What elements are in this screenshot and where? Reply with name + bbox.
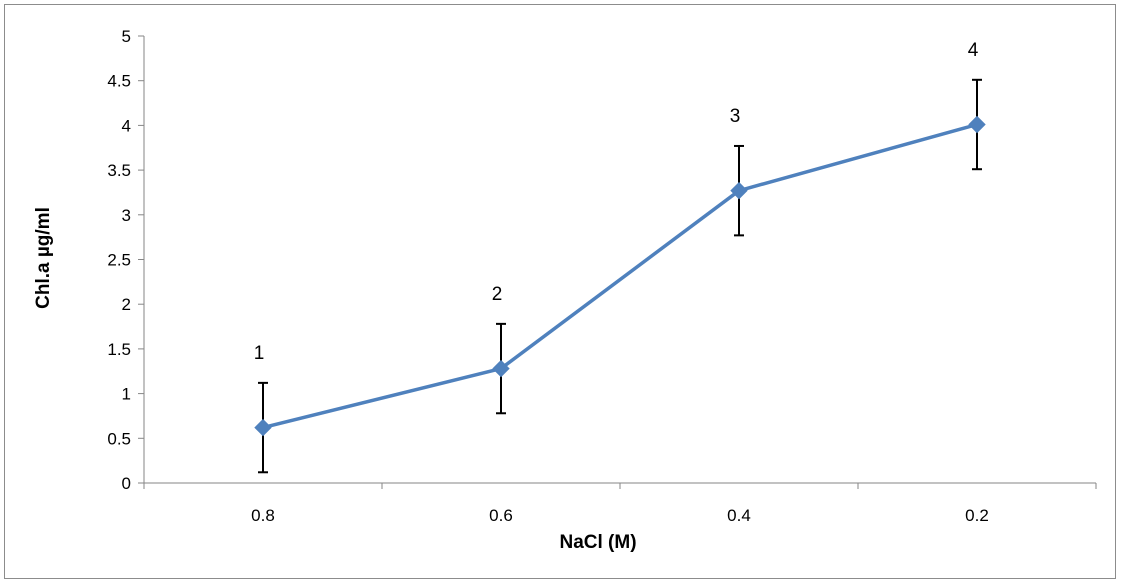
y-tick-label: 3	[122, 206, 131, 225]
data-labels: 1 2 3 4	[254, 40, 979, 364]
y-tick-label: 1.5	[107, 340, 131, 359]
x-tick-label: 0.4	[727, 506, 751, 525]
y-tick-label: 2.5	[107, 251, 131, 270]
x-tick-label: 0.6	[489, 506, 513, 525]
data-point-marker	[254, 418, 272, 437]
data-point-marker	[492, 359, 510, 378]
x-tick-label: 0.2	[965, 506, 989, 525]
y-tick-label: 2	[122, 295, 131, 314]
x-axis-title: NaCl (M)	[559, 532, 636, 553]
y-tick-label: 4	[122, 116, 131, 135]
y-tick-label: 3.5	[107, 161, 131, 180]
x-tick-label: 0.8	[251, 506, 275, 525]
error-bars	[258, 78, 982, 474]
y-tick-label: 0.5	[107, 429, 131, 448]
data-label: 2	[492, 284, 503, 305]
data-point-marker	[730, 181, 748, 200]
series-line	[261, 122, 979, 430]
y-tick-label: 1	[122, 385, 131, 404]
y-tick-label: 0	[122, 474, 131, 493]
data-label: 4	[968, 40, 979, 61]
series-line-group	[261, 122, 979, 430]
y-axis: 0 0.5 1 1.5 2 2.5 3 3.5 4 4.5 5	[107, 27, 145, 493]
data-label: 1	[254, 343, 265, 364]
y-axis-title: Chl.a µg/ml	[33, 207, 54, 309]
data-label: 3	[730, 106, 741, 127]
y-tick-label: 5	[122, 27, 131, 46]
y-tick-label: 4.5	[107, 72, 131, 91]
data-markers	[254, 115, 986, 437]
data-point-marker	[968, 115, 986, 134]
x-axis: 0.8 0.6 0.4 0.2	[143, 482, 1097, 525]
